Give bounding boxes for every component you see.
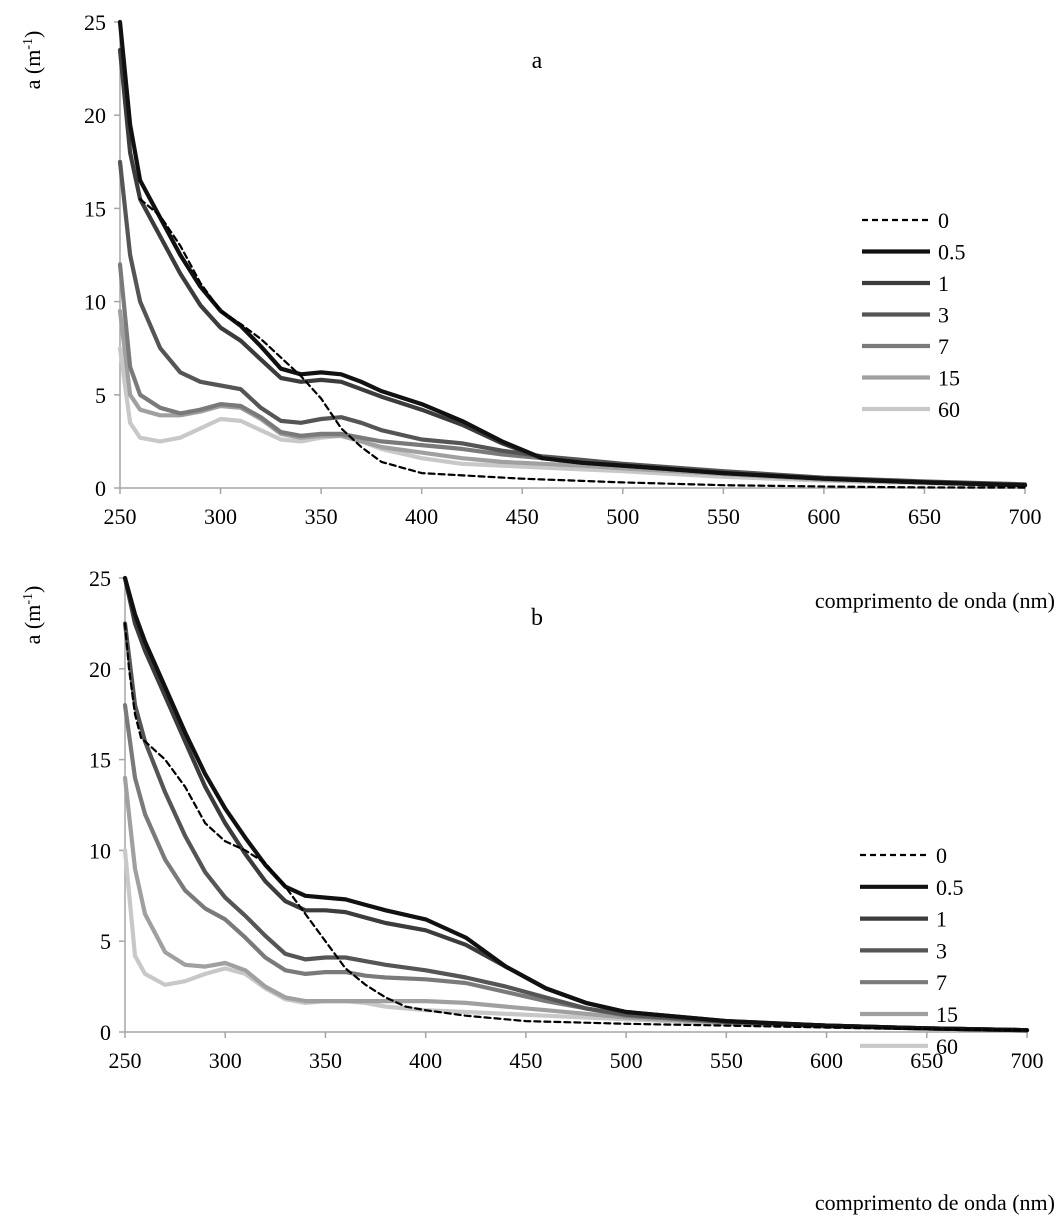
x-tick-label: 250 [109,1048,142,1073]
y-axis-title-close: ) [20,31,45,38]
x-tick-label: 350 [305,504,338,529]
y-tick-label: 25 [89,566,111,591]
legend-label: 1 [938,271,949,296]
x-tick-label: 300 [209,1048,242,1073]
x-axis-title: comprimento de onda (nm) [815,588,1055,613]
x-tick-label: 250 [104,504,137,529]
x-tick-label: 650 [908,504,941,529]
x-tick-label: 500 [610,1048,643,1073]
series-line-0-5 [122,575,1030,1033]
y-tick-label: 5 [95,383,106,408]
x-tick-label: 650 [910,1048,943,1073]
legend: 0 0.5 1 3 7 15 60 [862,208,966,422]
series-line-0-5 [117,19,1028,488]
series-line-7 [117,262,1028,488]
legend-label: 1 [936,907,947,932]
x-axis-title: comprimento de onda (nm) [815,1190,1055,1215]
legend: 0 0.5 1 3 7 15 60 [860,843,964,1059]
series-line-0 [139,198,1027,489]
series-line-3 [122,621,1030,1033]
y-tick-label: 0 [100,1020,111,1045]
x-tick-label: 550 [710,1048,743,1073]
series-line-1 [122,575,1030,1033]
legend-label: 7 [936,970,947,995]
series-line-15 [122,775,1030,1033]
legend-label: 15 [938,366,960,391]
x-tick-label: 700 [1009,504,1042,529]
legend-label: 3 [938,303,949,328]
series-line-3 [117,159,1028,487]
y-tick-label: 10 [84,290,106,315]
x-tick-label: 450 [509,1048,542,1073]
y-axis-title: a (m-1) [20,31,45,90]
x-tick-label: 600 [807,504,840,529]
x-tick-label: 700 [1011,1048,1044,1073]
legend-label: 0.5 [936,875,964,900]
legend-label: 60 [938,397,960,422]
legend-label: 15 [936,1002,958,1027]
y-axis-title-sup: -1 [21,593,36,605]
y-axis-title: a (m-1) [20,586,45,645]
x-tick-label: 500 [606,504,639,529]
x-tick-label: 400 [409,1048,442,1073]
y-axis-title-main: a (m [20,605,45,645]
legend-label: 60 [936,1034,958,1059]
legend-label: 0 [938,208,949,233]
x-tick-label: 550 [707,504,740,529]
y-axis-title-close: ) [20,586,45,593]
legend-label: 3 [936,938,947,963]
y-tick-label: 15 [89,748,111,773]
legend-label: 7 [938,334,949,359]
legend-label: 0.5 [938,240,966,265]
y-tick-label: 0 [95,476,106,501]
panel-label: b [531,605,543,631]
y-tick-label: 25 [84,10,106,35]
x-tick-label: 600 [810,1048,843,1073]
series-line-0 [123,622,1029,1032]
y-axis-title-sup: -1 [21,38,36,50]
y-tick-label: 20 [84,103,106,128]
x-tick-label: 400 [405,504,438,529]
series-line-1 [117,47,1028,488]
x-tick-label: 350 [309,1048,342,1073]
y-tick-label: 10 [89,838,111,863]
y-tick-label: 15 [84,196,106,221]
y-axis-title-main: a (m [20,50,45,90]
y-tick-label: 20 [89,657,111,682]
x-tick-label: 300 [204,504,237,529]
x-tick-label: 450 [506,504,539,529]
panel-label: a [532,48,543,74]
legend-label: 0 [936,843,947,868]
y-tick-label: 5 [100,929,111,954]
